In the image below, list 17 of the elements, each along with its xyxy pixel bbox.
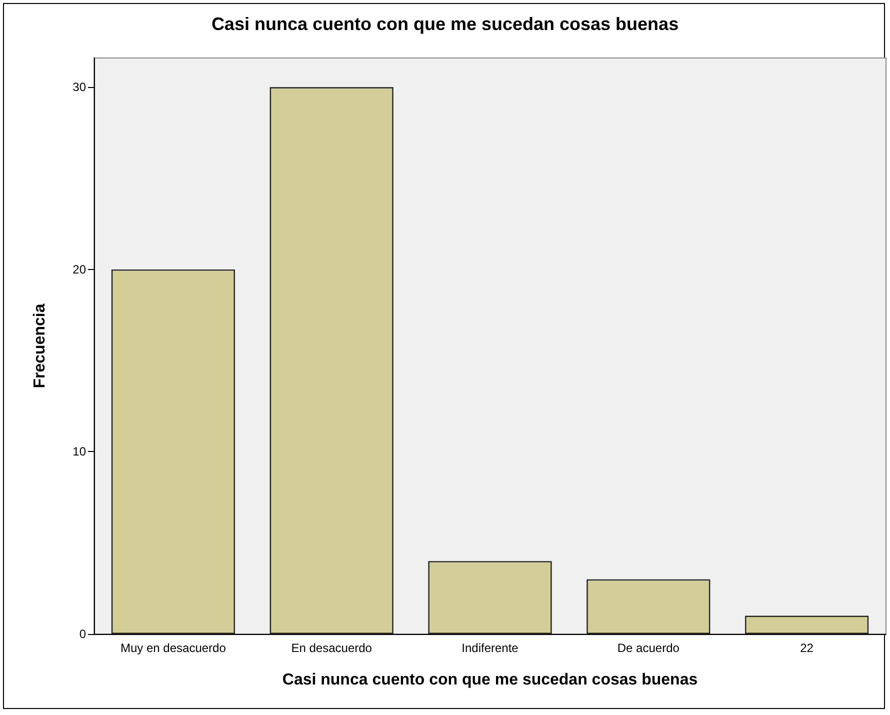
x-axis-title: Casi nunca cuento con que me sucedan cosas buenas (282, 672, 698, 688)
bar (111, 269, 235, 634)
y-axis-title: Frecuencia (32, 304, 48, 388)
x-tick-label: Indiferente (462, 641, 519, 655)
bar (745, 616, 869, 634)
x-tick-label: En desacuerdo (291, 641, 372, 655)
y-tick-label: 10 (72, 444, 86, 459)
bar (586, 579, 710, 634)
y-tick-label: 0 (79, 627, 86, 641)
bar (428, 561, 552, 634)
x-tick-label: Muy en desacuerdo (120, 641, 226, 655)
x-tick-label: 22 (800, 641, 814, 655)
y-tick-label: 20 (72, 262, 86, 276)
chart-title: Casi nunca cuento con que me sucedan cosas buenas (211, 14, 679, 34)
x-tick-label: De acuerdo (617, 641, 680, 655)
bar (270, 87, 394, 634)
y-tick-label: 30 (72, 80, 86, 94)
